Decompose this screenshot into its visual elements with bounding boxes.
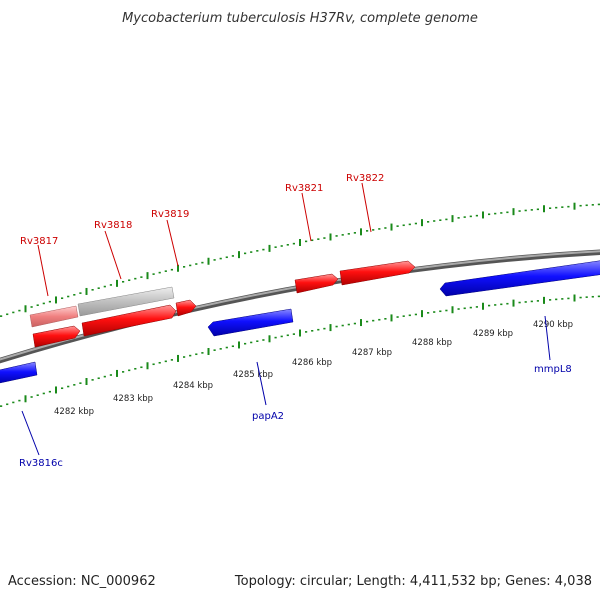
kbp-label: 4289 kbp [473,329,513,339]
label-leader-line [166,219,179,267]
gene-label-papa2[interactable]: papA2 [252,411,284,422]
gene-rv3816c[interactable] [0,361,38,384]
gene-label-rv3818[interactable]: Rv3818 [94,220,132,231]
kbp-label: 4287 kbp [352,348,392,358]
gene-track-forward [29,260,416,348]
forward-gene-labels: Rv3817 Rv3818 Rv3819 Rv3821 Rv3822 [20,173,384,297]
label-leader-line [544,315,551,361]
gene-label-rv3821[interactable]: Rv3821 [285,183,323,194]
forward-strand-ruler [0,202,600,317]
label-leader-line [301,192,312,242]
topology-text: Topology: circular; Length: 4,411,532 bp… [234,574,592,589]
gene-rv3822[interactable] [339,260,416,286]
map-title: Mycobacterium tuberculosis H37Rv, comple… [122,11,478,26]
kbp-label: 4290 kbp [533,320,573,330]
label-leader-line [37,244,49,297]
gene-label-rv3819[interactable]: Rv3819 [151,209,189,220]
gene-track-reverse [0,260,600,384]
kbp-label: 4282 kbp [54,407,94,417]
gene-label-rv3816c[interactable]: Rv3816c [19,458,63,469]
gene-label-rv3817[interactable]: Rv3817 [20,236,58,247]
gene-rv3818[interactable] [81,304,177,337]
pseudogene-feature[interactable] [29,305,79,328]
gene-label-rv3822[interactable]: Rv3822 [346,173,384,184]
gene-rv3819[interactable] [175,299,197,317]
gene-rv3817[interactable] [32,325,81,348]
gene-papa2[interactable] [207,308,294,337]
label-leader-line [104,230,122,280]
accession-text: Accession: NC_000962 [8,574,156,589]
gene-rv3821[interactable] [294,273,339,294]
gene-mmpl8[interactable] [439,260,600,297]
reverse-gene-labels: Rv3816c papA2 mmpL8 [19,315,572,469]
kbp-label: 4283 kbp [113,394,153,404]
reverse-strand-ruler [0,294,600,407]
kbp-label: 4286 kbp [292,358,332,368]
kbp-label: 4285 kbp [233,370,273,380]
gene-label-mmpl8[interactable]: mmpL8 [534,364,572,375]
label-leader-line [256,361,267,406]
label-leader-line [361,182,372,233]
kbp-label: 4288 kbp [412,338,452,348]
pseudogene-feature[interactable] [77,286,175,317]
label-leader-line [21,410,40,456]
kbp-label: 4284 kbp [173,381,213,391]
